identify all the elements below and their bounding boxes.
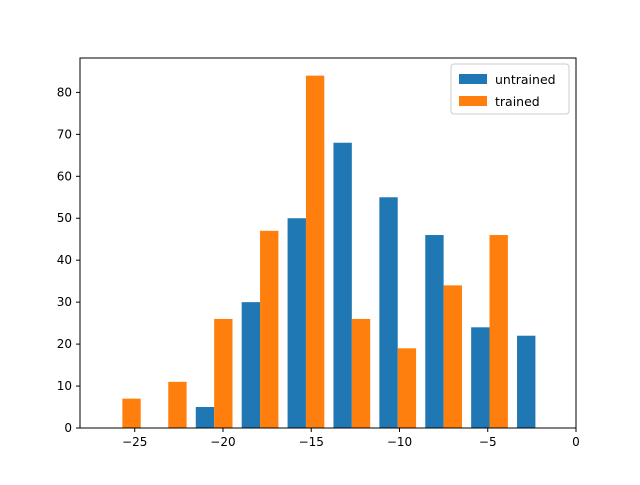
legend-swatch-trained bbox=[459, 96, 487, 106]
x-tick-label: −25 bbox=[122, 435, 147, 449]
bar-untrained-2 bbox=[195, 407, 215, 428]
bar-trained-0 bbox=[122, 398, 141, 428]
bar-untrained-3 bbox=[241, 302, 261, 428]
y-axis: 0 10 20 30 40 50 60 70 80 bbox=[57, 85, 80, 435]
plot-frame bbox=[79, 57, 577, 429]
bar-untrained-7 bbox=[425, 235, 444, 428]
bars-layer bbox=[122, 75, 536, 429]
y-tick-label: 50 bbox=[57, 211, 72, 225]
bar-trained-4 bbox=[305, 75, 325, 429]
y-tick-label: 10 bbox=[57, 379, 72, 393]
bar-trained-2 bbox=[214, 318, 233, 428]
y-tick-label: 0 bbox=[64, 421, 72, 435]
legend-label-trained: trained bbox=[495, 94, 540, 109]
legend-swatch-untrained bbox=[459, 74, 487, 84]
x-tick-label: 0 bbox=[572, 435, 580, 449]
x-tick-label: −5 bbox=[479, 435, 497, 449]
bar-untrained-8 bbox=[471, 327, 490, 428]
bar-untrained-9 bbox=[517, 335, 536, 428]
bar-trained-6 bbox=[397, 348, 417, 428]
x-tick-label: −15 bbox=[299, 435, 324, 449]
bar-untrained-6 bbox=[379, 197, 398, 428]
bar-trained-7 bbox=[443, 285, 462, 428]
bar-trained-5 bbox=[351, 318, 371, 428]
bar-untrained-5 bbox=[333, 142, 352, 429]
y-tick-label: 40 bbox=[57, 253, 72, 267]
bar-trained-3 bbox=[260, 230, 279, 428]
y-tick-label: 70 bbox=[57, 127, 72, 141]
y-tick-label: 20 bbox=[57, 337, 72, 351]
x-axis: −25 −20 −15 −10 −5 0 bbox=[122, 428, 580, 449]
x-tick-label: −10 bbox=[387, 435, 412, 449]
y-tick-label: 60 bbox=[57, 169, 72, 183]
legend-label-untrained: untrained bbox=[495, 72, 556, 87]
x-tick-label: −20 bbox=[210, 435, 235, 449]
y-tick-label: 30 bbox=[57, 295, 72, 309]
legend: untrained trained bbox=[450, 63, 570, 115]
bar-trained-1 bbox=[168, 381, 187, 428]
bar-untrained-4 bbox=[287, 218, 306, 428]
y-tick-label: 80 bbox=[57, 85, 72, 99]
bar-trained-8 bbox=[489, 235, 508, 428]
